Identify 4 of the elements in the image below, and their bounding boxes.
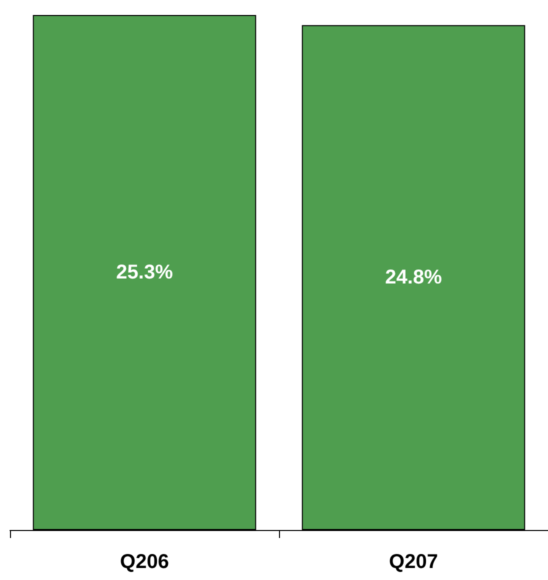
data-label: 24.8% [385, 266, 442, 289]
x-tick-label: Q207 [389, 551, 438, 573]
data-label: 25.3% [116, 262, 174, 284]
x-tick-label: Q206 [120, 551, 169, 573]
